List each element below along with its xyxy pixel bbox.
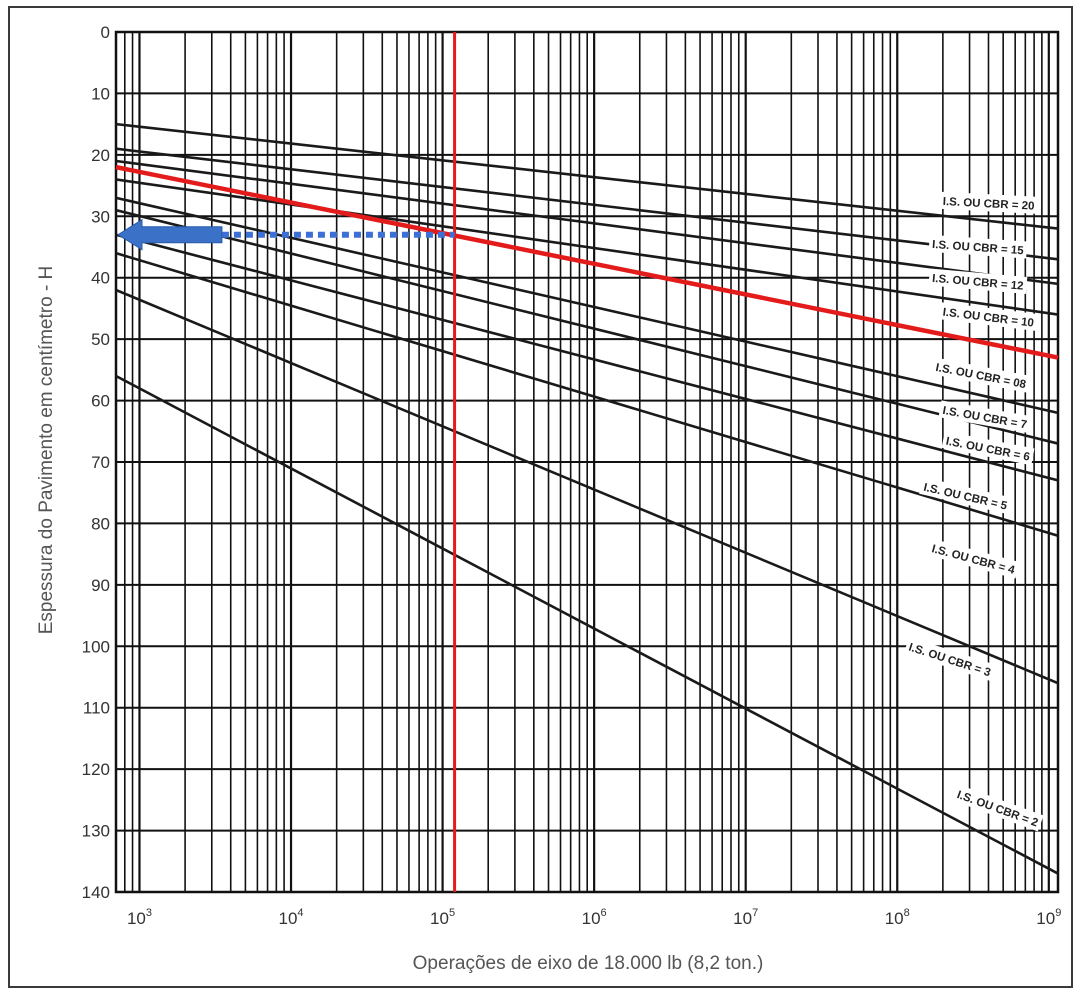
y-tick-label: 0 [101,23,110,42]
y-axis-label: Espessura do Pavimento em centímetro - H [36,266,57,635]
series-line [115,233,1059,482]
annotations [117,32,457,892]
x-axis-label: Operações de eixo de 18.000 lb (8,2 ton.… [413,953,764,974]
series-line [115,122,1059,230]
x-tick-label: 108 [885,907,910,928]
grid [114,30,1060,894]
curve-label: I.S. OU CBR = 15 [928,234,1028,259]
x-tick-label: 107 [733,907,758,928]
y-tick-label: 20 [91,146,110,165]
x-tick-label: 105 [430,907,455,928]
y-tick-label: 130 [82,822,110,841]
y-tick-label: 50 [91,330,110,349]
series-lines [115,122,1059,875]
series-line [115,178,1059,316]
series-line [115,208,1059,445]
x-tick-label: 104 [279,907,304,928]
y-tick-label: 90 [91,576,110,595]
y-tick-label: 110 [83,699,110,718]
series-line [115,147,1059,261]
blue-arrow [117,218,223,251]
y-tick-label: 140 [82,883,110,902]
y-tick-label: 10 [91,84,110,103]
y-tick-label: 60 [91,392,110,411]
series-line [115,159,1059,286]
y-tick-label: 100 [82,637,110,656]
svg-text:I.S. OU CBR = 20: I.S. OU CBR = 20 [943,196,1035,213]
x-ticks: 103 104 105 106 107 108 109 [127,907,1061,928]
plot-border [114,30,1060,894]
x-tick-label: 103 [127,907,152,928]
series-line [115,164,1059,360]
y-tick-label: 120 [82,760,110,779]
y-tick-label: 40 [91,269,110,288]
y-tick-label: 70 [91,453,110,472]
x-tick-label: 109 [1036,907,1061,928]
y-tick-label: 30 [91,207,110,226]
curve-label: I.S. OU CBR = 20 [939,191,1038,214]
series-line [115,374,1059,875]
x-tick-label: 106 [582,907,607,928]
series-line [115,251,1059,537]
y-tick-label: 80 [91,514,110,533]
y-ticks: 0 10 20 30 40 50 60 70 80 90 100 110 120 130 140 [82,23,110,902]
series-line [115,288,1059,685]
curve-label: I.S. OU CBR = 12 [928,268,1028,294]
